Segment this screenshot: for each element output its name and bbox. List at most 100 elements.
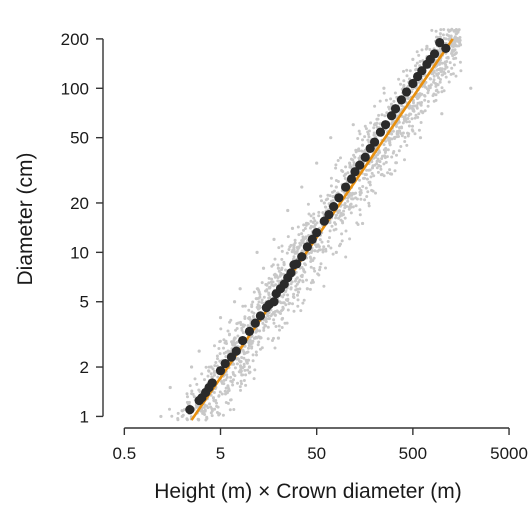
cloud-point (324, 247, 328, 251)
cloud-point (405, 143, 409, 147)
mean-point (244, 326, 255, 336)
cloud-point (231, 343, 235, 347)
cloud-point (447, 29, 451, 33)
cloud-point (210, 414, 214, 418)
cloud-point (279, 272, 283, 276)
cloud-point (419, 109, 423, 113)
cloud-point (425, 44, 429, 48)
cloud-point (215, 354, 219, 358)
cloud-point (448, 61, 452, 65)
cloud-point (259, 347, 262, 351)
cloud-point (416, 94, 420, 98)
mean-point (408, 78, 418, 89)
cloud-point (290, 226, 295, 230)
cloud-point (415, 61, 419, 65)
cloud-point (331, 195, 335, 198)
cloud-point (309, 251, 313, 254)
cloud-point (334, 227, 338, 231)
cloud-point (282, 263, 286, 267)
cloud-point (304, 235, 308, 239)
cloud-point (352, 163, 356, 167)
mean-point (324, 209, 334, 220)
cloud-point (440, 86, 444, 90)
cloud-point (267, 281, 271, 285)
cloud-point (291, 248, 295, 252)
cloud-point (438, 35, 442, 39)
cloud-point (322, 245, 326, 249)
cloud-point (356, 137, 360, 140)
cloud-point (209, 411, 213, 415)
cloud-point (255, 353, 258, 357)
cloud-point (302, 298, 306, 302)
cloud-point (264, 317, 268, 321)
cloud-point (272, 321, 276, 325)
cloud-point (287, 248, 291, 251)
cloud-point (348, 165, 352, 169)
cloud-point (384, 160, 388, 164)
cloud-point (337, 216, 340, 220)
cloud-point (367, 204, 371, 208)
cloud-point (272, 273, 276, 277)
cloud-point (261, 321, 265, 325)
cloud-point (360, 221, 365, 226)
cloud-point (469, 86, 473, 90)
cloud-point (365, 195, 369, 198)
cloud-point (221, 413, 225, 417)
cloud-point (185, 417, 189, 421)
cloud-point (253, 368, 257, 372)
cloud-point (243, 368, 247, 372)
cloud-point (418, 136, 423, 140)
cloud-point (339, 242, 342, 246)
cloud-point (282, 260, 286, 264)
cloud-point (240, 382, 243, 386)
cloud-point (213, 364, 217, 368)
cloud-point (280, 266, 284, 270)
cloud-point (272, 311, 275, 315)
cloud-point (351, 123, 355, 127)
cloud-point (320, 240, 324, 244)
cloud-point (436, 83, 440, 87)
cloud-point (401, 131, 405, 135)
cloud-point (296, 298, 300, 302)
cloud-point (400, 104, 404, 107)
cloud-point (226, 385, 230, 390)
cloud-point (366, 190, 370, 194)
cloud-point (168, 407, 171, 411)
cloud-point (260, 298, 264, 302)
cloud-point (223, 389, 227, 393)
mean-point (441, 43, 451, 54)
cloud-point (250, 303, 254, 307)
cloud-point (254, 335, 258, 339)
cloud-point (393, 91, 397, 95)
cloud-point (282, 301, 286, 305)
cloud-point (329, 246, 333, 250)
cloud-point (350, 193, 354, 197)
cloud-point (442, 28, 446, 31)
cloud-point (405, 68, 409, 72)
cloud-point (321, 250, 325, 254)
cloud-point (402, 79, 406, 83)
mean-point (255, 311, 266, 321)
cloud-point (272, 284, 276, 288)
cloud-point (267, 311, 271, 315)
cloud-point (367, 201, 371, 205)
cloud-point (401, 121, 405, 125)
cloud-point (232, 378, 235, 382)
cloud-point (195, 405, 199, 409)
cloud-point (201, 411, 205, 415)
cloud-point (231, 340, 235, 344)
cloud-point (363, 135, 367, 139)
cloud-point (343, 177, 347, 180)
cloud-point (374, 155, 378, 159)
cloud-point (224, 378, 228, 382)
cloud-point (170, 414, 174, 418)
cloud-point (414, 64, 417, 68)
cloud-point (292, 309, 296, 313)
cloud-point (247, 308, 251, 312)
cloud-point (346, 171, 350, 175)
cloud-point (277, 246, 281, 250)
cloud-point (387, 136, 391, 140)
cloud-point (224, 355, 228, 359)
cloud-point (309, 214, 313, 218)
